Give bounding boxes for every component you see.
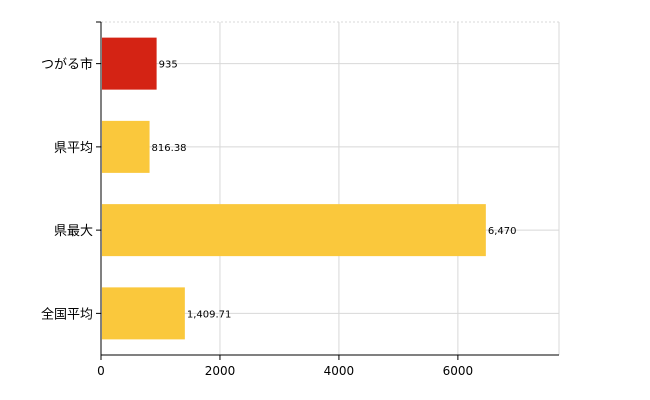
x-tick-label: 6000 xyxy=(443,364,474,378)
x-tick-label: 2000 xyxy=(205,364,236,378)
grid-lines xyxy=(101,21,560,355)
bar-2 xyxy=(102,204,486,257)
category-label: 県平均 xyxy=(54,141,93,156)
category-label: つがる市 xyxy=(41,57,93,73)
data-label: 1,409.71 xyxy=(187,309,232,320)
category-label: 全国平均 xyxy=(41,306,93,322)
data-label: 6,470 xyxy=(488,226,517,237)
labels: つがる市 935 県平均 816.38 県最大 6,470 全国平均 1,409.71 0 200… xyxy=(41,57,516,378)
bar-3 xyxy=(102,287,185,340)
data-label: 935 xyxy=(159,60,178,71)
data-label: 816.38 xyxy=(152,143,187,154)
x-tick-label: 0 xyxy=(97,364,105,378)
category-label: 県最大 xyxy=(54,224,93,239)
x-tick-label: 4000 xyxy=(324,364,355,378)
bar-1 xyxy=(102,120,150,173)
bar-0 xyxy=(102,37,157,90)
axes xyxy=(96,21,559,360)
bars xyxy=(102,37,486,340)
